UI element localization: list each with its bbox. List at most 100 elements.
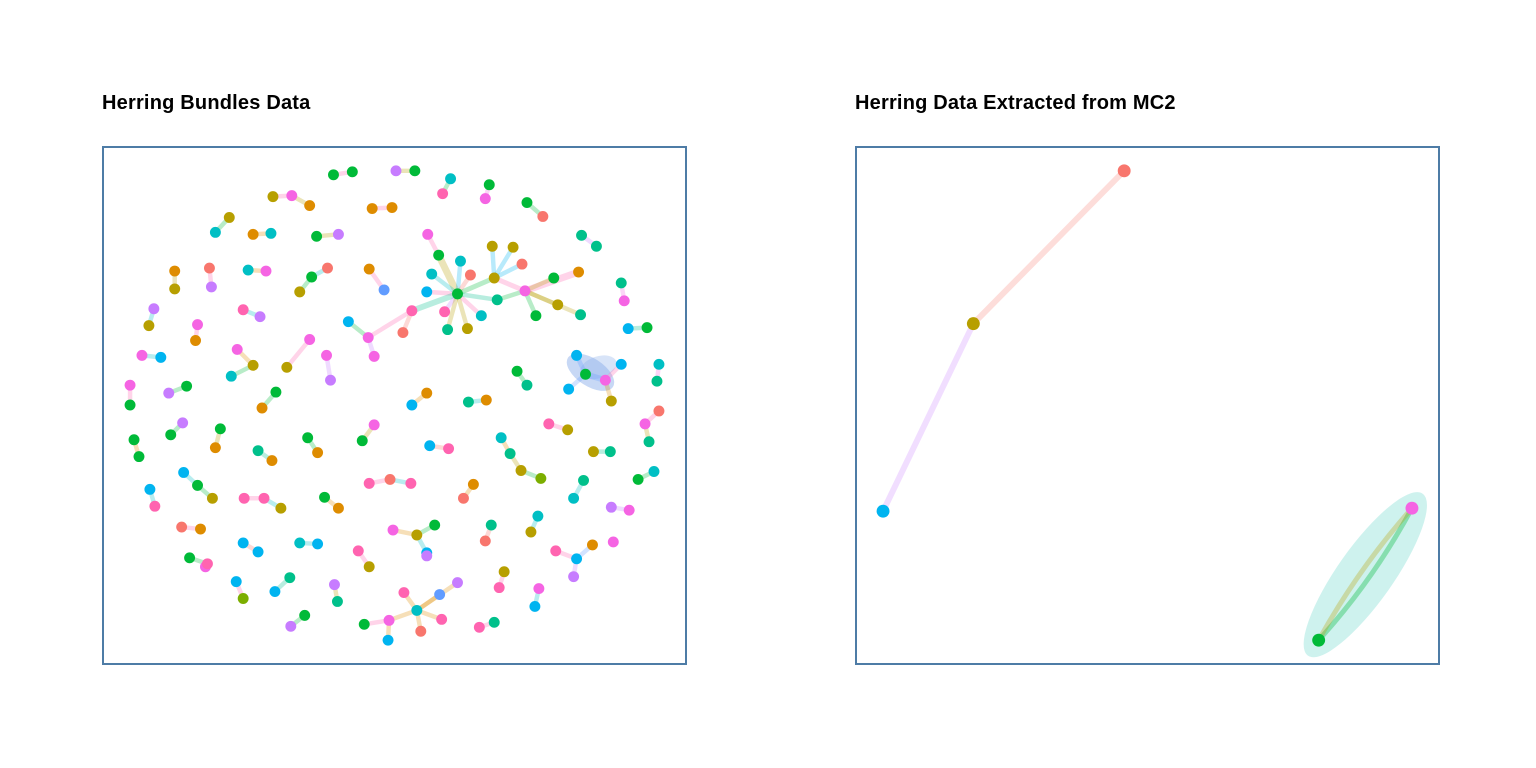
graph-node (1117, 164, 1131, 178)
graph-node (304, 200, 316, 212)
graph-node (573, 266, 585, 278)
graph-node (529, 600, 541, 612)
graph-node (495, 432, 507, 444)
graph-node (266, 455, 278, 467)
graph-node (568, 492, 580, 504)
graph-node (421, 387, 433, 399)
graph-node (312, 538, 324, 550)
graph-node (247, 228, 259, 240)
graph-node (325, 374, 336, 386)
graph-node (462, 396, 474, 408)
graph-node (237, 537, 249, 549)
graph-node (511, 365, 523, 377)
graph-edge (455, 275, 497, 297)
graph-node (382, 634, 394, 646)
graph-node (225, 370, 237, 382)
graph-node (124, 379, 136, 391)
graph-node (445, 173, 457, 185)
graph-node (275, 502, 287, 514)
graph-node (231, 343, 243, 355)
graph-node (322, 262, 333, 274)
graph-node (525, 526, 537, 538)
graph-node (485, 519, 497, 531)
graph-node (571, 349, 583, 361)
graph-node (422, 228, 434, 240)
graph-node (329, 579, 340, 591)
graph-node (143, 320, 155, 332)
graph-node (406, 305, 418, 317)
graph-node (383, 614, 395, 626)
left-network-panel (102, 146, 687, 665)
graph-node (209, 226, 221, 238)
graph-edge (455, 258, 463, 297)
graph-edge (970, 167, 1128, 327)
graph-node (258, 492, 270, 504)
right-chart-title: Herring Data Extracted from MC2 (855, 92, 1176, 114)
graph-node (604, 446, 616, 458)
graph-node (363, 263, 375, 275)
graph-node (426, 268, 438, 280)
graph-node (356, 435, 368, 447)
graph-node (467, 478, 479, 490)
graph-node (184, 552, 196, 564)
network-plot (124, 165, 665, 646)
graph-node (155, 351, 167, 363)
graph-node (269, 586, 281, 598)
graph-node (434, 589, 446, 600)
graph-node (458, 492, 469, 504)
graph-node (294, 286, 306, 298)
graph-node (452, 577, 463, 589)
graph-curved-edge (1316, 505, 1415, 643)
graph-node (256, 402, 268, 414)
graph-node (491, 294, 503, 306)
graph-node (615, 277, 627, 289)
graph-node (562, 424, 574, 436)
graph-node (148, 303, 160, 315)
graph-node (169, 265, 181, 277)
graph-edge (880, 320, 977, 515)
graph-node (543, 418, 555, 430)
graph-node (169, 283, 181, 295)
graph-node (368, 350, 380, 362)
graph-node (192, 479, 203, 491)
graph-edge (284, 337, 312, 370)
graph-node (285, 620, 297, 632)
graph-node (643, 436, 655, 448)
graph-node (421, 286, 433, 298)
graph-node (966, 317, 980, 331)
graph-node (571, 553, 583, 565)
graph-node (488, 616, 500, 628)
graph-node (580, 368, 591, 380)
graph-node (124, 399, 136, 411)
graph-node (206, 492, 218, 504)
graph-node (192, 319, 203, 331)
graph-node (302, 432, 314, 444)
graph-node (605, 501, 617, 513)
graph-node (436, 613, 448, 625)
graph-node (203, 262, 215, 274)
graph-node (575, 309, 587, 321)
graph-node (178, 467, 190, 478)
graph-node (252, 546, 264, 558)
graph-node (461, 323, 473, 335)
graph-node (622, 323, 634, 335)
graph-node (406, 399, 418, 411)
graph-node (247, 359, 259, 371)
graph-node (312, 447, 324, 459)
graph-node (362, 332, 374, 343)
graph-node (398, 587, 410, 599)
graph-node (306, 271, 318, 283)
graph-node (260, 265, 272, 277)
graph-node (442, 324, 454, 336)
graph-node (479, 193, 491, 205)
graph-node (363, 477, 375, 489)
graph-node (144, 483, 156, 495)
graph-node (424, 440, 436, 452)
graph-curved-edge (1316, 505, 1415, 643)
graph-node (452, 288, 463, 300)
graph-node (214, 423, 226, 435)
graph-node (1405, 501, 1419, 515)
graph-node (319, 491, 331, 503)
graph-node (238, 492, 250, 504)
graph-node (163, 387, 175, 399)
